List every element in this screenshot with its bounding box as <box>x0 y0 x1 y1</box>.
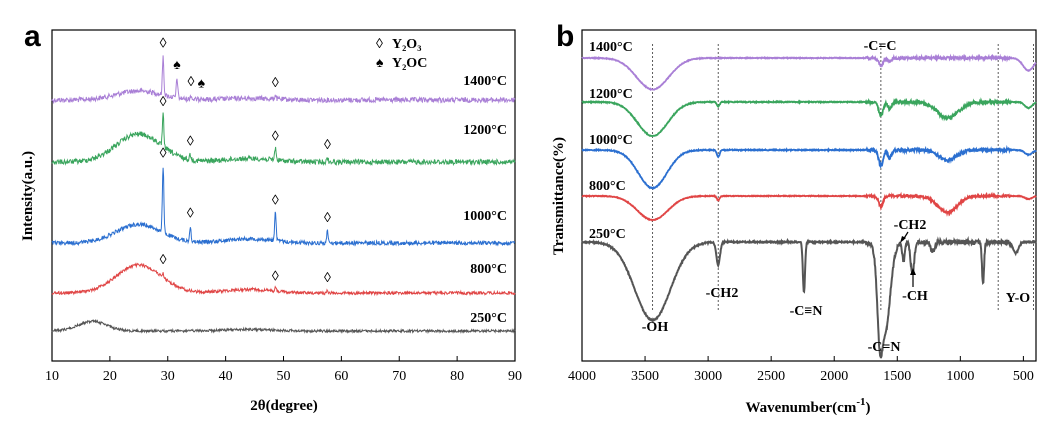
b-label-1200°C: 1200°C <box>589 87 633 102</box>
a-marker-0-0: ◊ <box>160 36 167 51</box>
a-label-1200°C: 1200°C <box>463 123 507 138</box>
a-marker-3-2: ◊ <box>324 271 331 286</box>
panel-b-x-ticks: 4000 3500 3000 2500 2000 1500 1000 500 <box>568 356 1034 384</box>
a-marker-0-4: ◊ <box>272 76 279 91</box>
annot-oh: -OH <box>642 320 669 335</box>
a-marker-1-1: ◊ <box>187 134 194 149</box>
legend-label-1: Y₂OC <box>392 56 427 71</box>
b-tick-label-2000: 2000 <box>820 369 848 384</box>
a-marker-1-3: ◊ <box>324 138 331 153</box>
a-label-800°C: 800°C <box>470 262 507 277</box>
a-tick-label-70: 70 <box>392 369 406 384</box>
legend-symbol-0: ◊ <box>376 37 383 52</box>
annot-cc: -C=C <box>864 39 897 54</box>
a-tick-label-20: 20 <box>103 369 117 384</box>
annot-cn-double: -C=N <box>868 340 901 355</box>
panel-a-legend: ◊ Y₂O₃ ♠ Y₂OC <box>376 37 427 71</box>
a-marker-0-3: ♠ <box>198 76 206 91</box>
a-marker-2-3: ◊ <box>324 211 331 226</box>
b-tick-label-500: 500 <box>1013 369 1034 384</box>
panel-letter-b: b <box>556 20 574 53</box>
panel-a: a 10 20 30 40 50 60 70 80 90 ◊ ♠ ◊ ♠ ◊ ◊ ◊ ◊ ◊ ◊ ◊ ◊ ◊ ◊ ◊ ◊ 14… <box>20 20 522 414</box>
a-marker-3-1: ◊ <box>272 270 279 285</box>
panel-b-series <box>581 53 1037 359</box>
legend-label-0: Y₂O₃ <box>392 37 421 52</box>
b-label-250°C: 250°C <box>589 227 626 242</box>
annot-ch2-b: -CH2 <box>894 218 927 233</box>
a-marker-1-2: ◊ <box>272 129 279 144</box>
a-series-1200°C <box>51 112 516 167</box>
a-tick-label-80: 80 <box>450 369 464 384</box>
b-tick-label-3000: 3000 <box>694 369 722 384</box>
b-series-1200°C <box>581 97 1037 138</box>
b-tick-label-2500: 2500 <box>757 369 785 384</box>
b-series-800°C <box>581 191 1037 222</box>
a-series-250°C <box>51 319 516 335</box>
b-series-1000°C <box>581 144 1037 190</box>
b-tick-label-4000: 4000 <box>568 369 596 384</box>
panel-a-series-labels: 1400°C 1200°C 1000°C 800°C 250°C <box>463 74 507 326</box>
panel-a-x-axis-title: 2θ(degree) <box>250 398 318 414</box>
a-series-1000°C <box>51 167 516 247</box>
a-tick-label-50: 50 <box>277 369 291 384</box>
a-series-800°C <box>51 262 516 297</box>
panel-b: b 4000 3500 3000 2500 2000 1500 1000 500 1400°C… <box>551 20 1037 416</box>
b-tick-label-1500: 1500 <box>883 369 911 384</box>
annot-cn-triple: -C≡N <box>790 304 823 319</box>
panel-a-x-ticks: 10 20 30 40 50 60 70 80 90 <box>45 356 522 384</box>
a-tick-label-30: 30 <box>161 369 175 384</box>
legend-symbol-1: ♠ <box>376 56 384 71</box>
panel-b-series-labels: 1400°C 1200°C 1000°C 800°C 250°C <box>589 40 633 242</box>
a-marker-2-2: ◊ <box>272 193 279 208</box>
a-label-1400°C: 1400°C <box>463 74 507 89</box>
panel-b-annotations: -OH -CH2 -C≡N -C=N -CH2 -CH Y-O -C=C <box>642 39 1031 355</box>
a-label-1000°C: 1000°C <box>463 209 507 224</box>
panel-a-series <box>51 55 516 335</box>
a-marker-3-0: ◊ <box>160 253 167 268</box>
a-tick-label-40: 40 <box>219 369 233 384</box>
arrow-ch-head <box>910 268 916 275</box>
a-tick-label-10: 10 <box>45 369 59 384</box>
b-label-800°C: 800°C <box>589 179 626 194</box>
a-marker-2-1: ◊ <box>187 206 194 221</box>
annot-ch2-a: -CH2 <box>706 286 739 301</box>
annot-yo: Y-O <box>1006 291 1030 306</box>
a-label-250°C: 250°C <box>470 311 507 326</box>
b-label-1400°C: 1400°C <box>589 40 633 55</box>
panel-a-frame <box>51 29 516 362</box>
panel-b-y-axis-title: Transmittance(%) <box>551 137 567 255</box>
b-series-1400°C <box>581 53 1037 92</box>
panel-b-reference-lines <box>652 44 1034 312</box>
annot-ch: -CH <box>902 289 928 304</box>
a-marker-0-2: ◊ <box>187 75 194 90</box>
panel-a-y-axis-title: Intensity(a.u.) <box>20 151 36 241</box>
panel-a-peak-markers: ◊ ♠ ◊ ♠ ◊ ◊ ◊ ◊ ◊ ◊ ◊ ◊ ◊ ◊ ◊ ◊ <box>160 36 331 285</box>
a-tick-label-90: 90 <box>508 369 522 384</box>
a-marker-0-1: ♠ <box>173 58 181 73</box>
arrow-ch2-head <box>900 236 906 243</box>
panel-b-x-axis-title: Wavenumber(cm-1) <box>746 396 871 416</box>
b-tick-label-3500: 3500 <box>631 369 659 384</box>
a-series-1400°C <box>51 55 516 105</box>
a-marker-1-0: ◊ <box>160 95 167 110</box>
a-tick-label-60: 60 <box>334 369 348 384</box>
panel-letter-a: a <box>24 20 41 53</box>
a-marker-2-0: ◊ <box>160 146 167 161</box>
b-tick-label-1000: 1000 <box>946 369 974 384</box>
b-label-1000°C: 1000°C <box>589 133 633 148</box>
b-series-250°C <box>581 235 1037 359</box>
